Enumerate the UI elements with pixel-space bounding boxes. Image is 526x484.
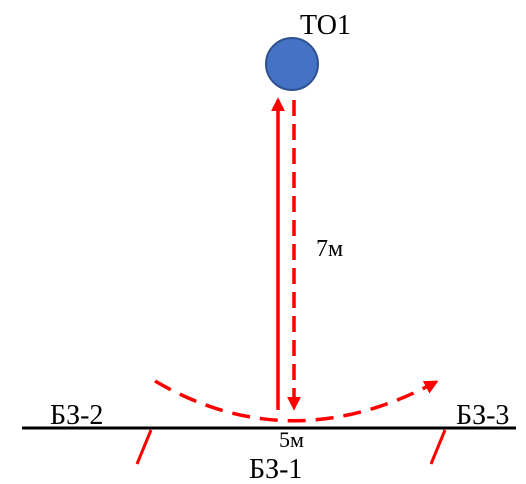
zone-right-label: БЗ-3 <box>456 400 509 431</box>
post-right <box>429 429 447 465</box>
dashed-curve-arrow <box>154 379 439 423</box>
zone-left-label: БЗ-2 <box>50 400 103 431</box>
target-object-label: ТО1 <box>300 10 351 41</box>
target-object-circle <box>265 37 319 91</box>
distance-vertical-label: 7м <box>316 236 343 262</box>
distance-horizontal-label: 5м <box>279 427 304 452</box>
zone-center-label: БЗ-1 <box>249 454 302 484</box>
post-left <box>135 429 153 465</box>
